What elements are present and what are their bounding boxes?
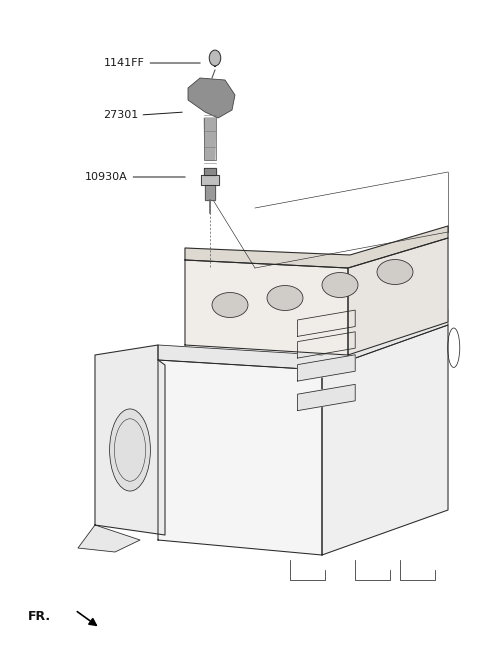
Polygon shape bbox=[298, 384, 355, 411]
Polygon shape bbox=[158, 310, 448, 370]
Text: 27301: 27301 bbox=[103, 110, 138, 120]
Text: 1141FF: 1141FF bbox=[104, 58, 145, 68]
Polygon shape bbox=[298, 355, 355, 381]
Ellipse shape bbox=[267, 286, 303, 311]
Polygon shape bbox=[78, 525, 140, 552]
Polygon shape bbox=[322, 325, 448, 555]
Polygon shape bbox=[158, 360, 322, 555]
Ellipse shape bbox=[322, 273, 358, 298]
Text: 10930A: 10930A bbox=[85, 172, 128, 182]
Polygon shape bbox=[95, 345, 165, 535]
Polygon shape bbox=[185, 260, 348, 355]
Polygon shape bbox=[205, 185, 215, 200]
Ellipse shape bbox=[212, 292, 248, 317]
Polygon shape bbox=[298, 332, 355, 358]
Polygon shape bbox=[202, 175, 219, 185]
Polygon shape bbox=[204, 168, 216, 175]
Polygon shape bbox=[348, 238, 448, 355]
Polygon shape bbox=[298, 310, 355, 336]
Text: FR.: FR. bbox=[28, 610, 51, 623]
Ellipse shape bbox=[109, 409, 150, 491]
Ellipse shape bbox=[377, 260, 413, 284]
Polygon shape bbox=[188, 78, 235, 118]
Polygon shape bbox=[204, 118, 216, 160]
Circle shape bbox=[209, 50, 221, 66]
Polygon shape bbox=[185, 226, 448, 268]
